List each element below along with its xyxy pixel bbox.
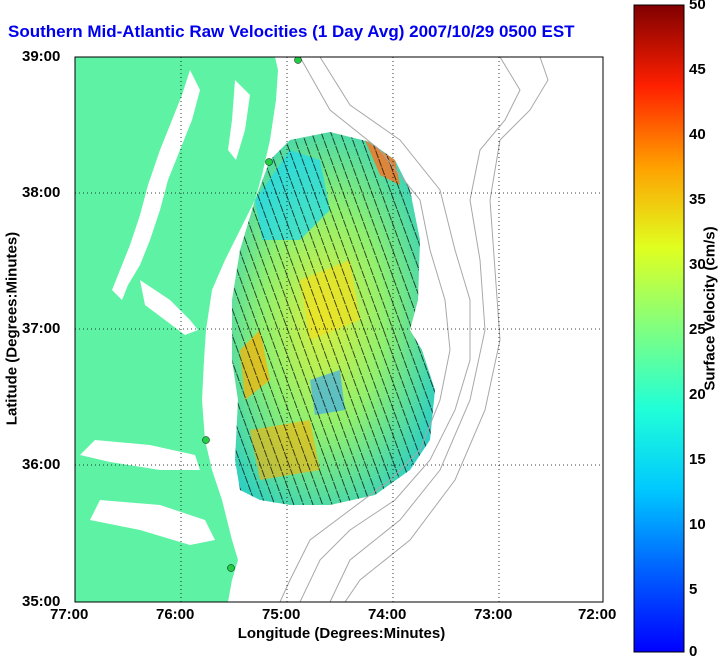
x-axis-label: Longitude (Degrees:Minutes) [237,625,446,642]
x-tick-label: 72:00 [578,606,617,623]
bathymetry-contours [279,57,549,602]
bay-water [112,70,200,300]
colorbar-tick: 10 [689,516,706,533]
colorbar-tick: 5 [689,581,698,598]
y-tick-label: 36:00 [22,456,61,473]
y-tick-label: 38:00 [22,184,61,201]
colorbar-tick: 30 [689,256,706,273]
station-markers [202,57,302,572]
map-title: Southern Mid-Atlantic Raw Velocities (1 … [8,22,575,41]
colorbar-tick: 15 [689,451,706,468]
y-tick-label: 35:00 [22,593,61,610]
colorbar-label: Surface Velocity (cm/s) [701,226,719,391]
colorbar-tick: 20 [689,386,706,403]
colorbar-tick: 25 [689,321,706,338]
grid-lines [75,57,603,602]
colorbar-tick: 40 [689,126,706,143]
x-tick-label: 74:00 [368,606,407,623]
x-tick-label: 73:00 [474,606,513,623]
colorbar-tick: 50 [689,0,706,13]
y-tick-label: 37:00 [22,320,61,337]
y-axis-label: Latitude (Degrees:Minutes) [3,231,21,426]
x-tick-label: 75:00 [262,606,301,623]
x-tick-label: 76:00 [156,606,195,623]
x-tick-label: 77:00 [50,606,89,623]
colorbar-tick: 0 [689,643,698,660]
colorbar [633,4,685,653]
y-tick-label: 39:00 [22,48,61,65]
colorbar-tick: 35 [689,191,706,208]
colorbar-tick: 45 [689,61,706,78]
